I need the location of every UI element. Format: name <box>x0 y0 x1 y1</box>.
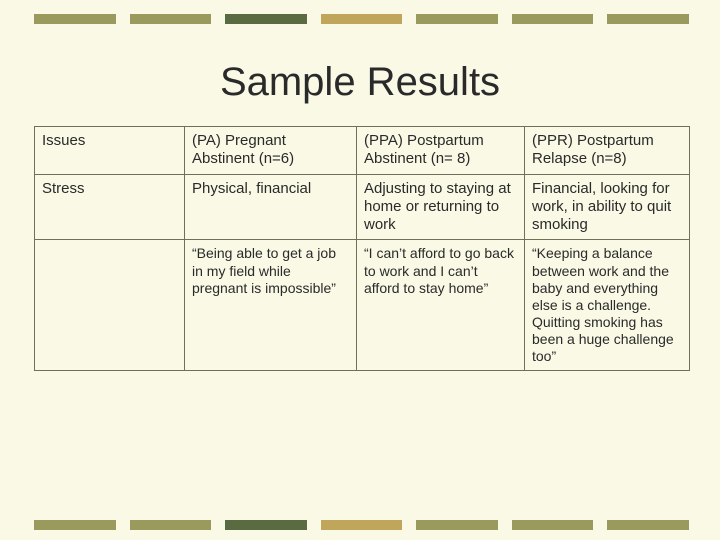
bar-segment <box>321 520 403 530</box>
table-header-row: Issues (PA) Pregnant Abstinent (n=6) (PP… <box>35 127 690 175</box>
bar-segment <box>321 14 403 24</box>
decorative-bar-top <box>34 14 689 24</box>
cell-ppr-stress: Financial, looking for work, in ability … <box>525 174 690 240</box>
cell-pa-stress: Physical, financial <box>185 174 357 240</box>
header-issues: Issues <box>35 127 185 175</box>
header-ppr: (PPR) Postpartum Relapse (n=8) <box>525 127 690 175</box>
quote-ppr: “Keeping a balance between work and the … <box>525 240 690 371</box>
bar-segment <box>416 520 498 530</box>
table-row: Stress Physical, financial Adjusting to … <box>35 174 690 240</box>
bar-segment <box>34 14 116 24</box>
quote-ppa: “I can’t afford to go back to work and I… <box>357 240 525 371</box>
bar-segment <box>512 520 594 530</box>
decorative-bar-bottom <box>34 520 689 530</box>
bar-segment <box>512 14 594 24</box>
slide-title: Sample Results <box>0 60 720 105</box>
results-table: Issues (PA) Pregnant Abstinent (n=6) (PP… <box>34 126 690 371</box>
table-row-quotes: “Being able to get a job in my field whi… <box>35 240 690 371</box>
bar-segment <box>416 14 498 24</box>
bar-segment <box>225 520 307 530</box>
quote-pa: “Being able to get a job in my field whi… <box>185 240 357 371</box>
cell-empty <box>35 240 185 371</box>
header-ppa: (PPA) Postpartum Abstinent (n= 8) <box>357 127 525 175</box>
bar-segment <box>130 14 212 24</box>
cell-ppa-stress: Adjusting to staying at home or returnin… <box>357 174 525 240</box>
bar-segment <box>130 520 212 530</box>
bar-segment <box>34 520 116 530</box>
bar-segment <box>607 14 689 24</box>
header-pa: (PA) Pregnant Abstinent (n=6) <box>185 127 357 175</box>
row-label-stress: Stress <box>35 174 185 240</box>
bar-segment <box>225 14 307 24</box>
bar-segment <box>607 520 689 530</box>
